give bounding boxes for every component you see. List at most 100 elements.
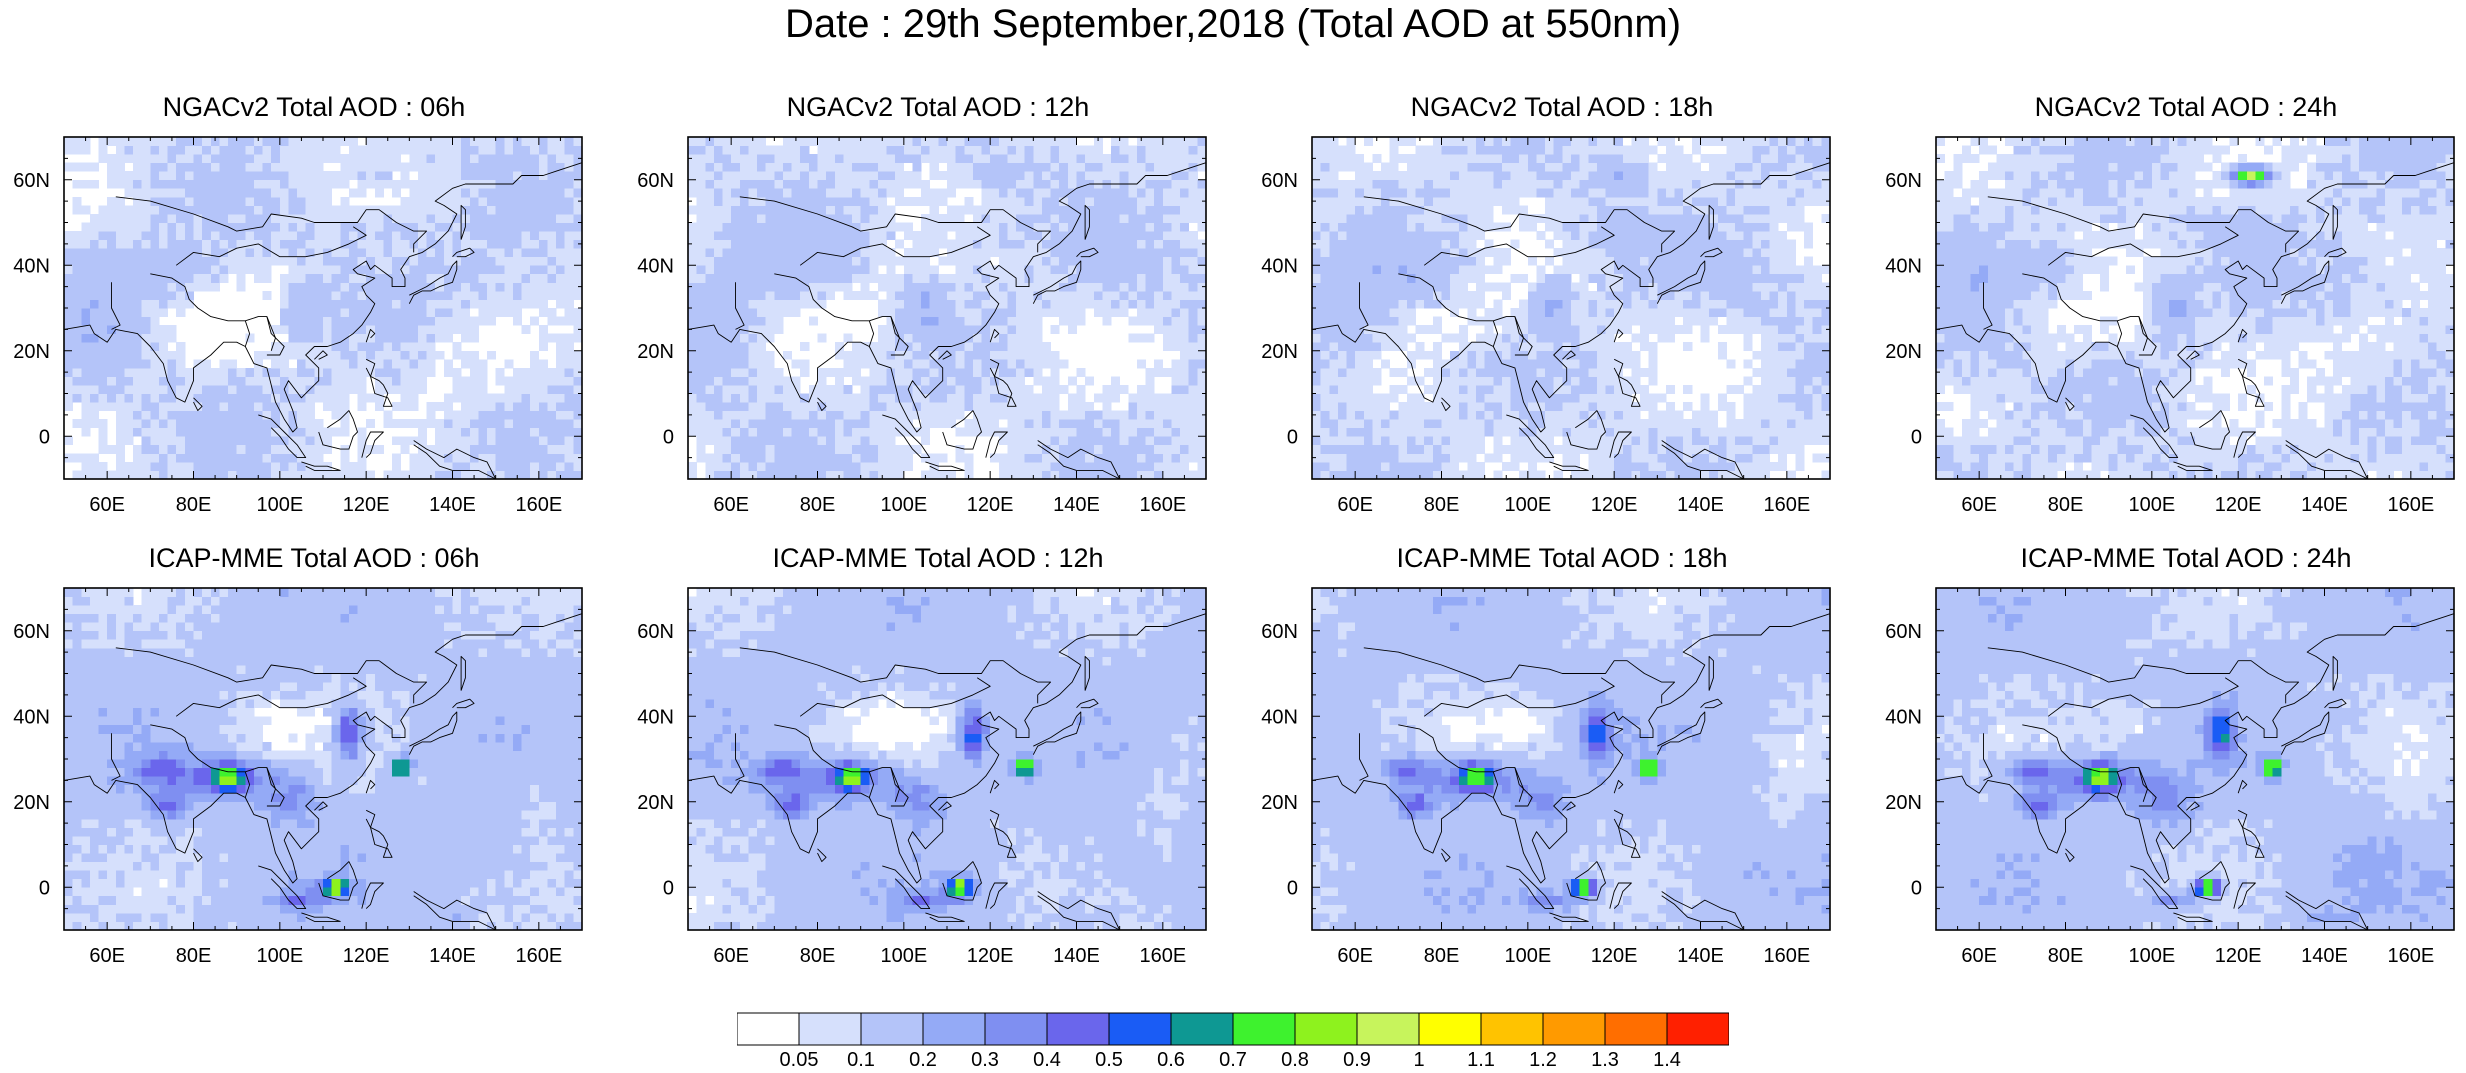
colorbar-swatch xyxy=(1543,1013,1605,1045)
colorbar-swatch xyxy=(1481,1013,1543,1045)
lat-tick-label: 60N xyxy=(637,170,674,192)
lon-tick-label: 160E xyxy=(515,494,562,516)
lon-tick-label: 120E xyxy=(343,494,390,516)
lon-tick-label: 120E xyxy=(2215,945,2262,967)
colorbar-label: 0.1 xyxy=(847,1049,875,1068)
lat-tick-label: 40N xyxy=(13,706,50,728)
lon-tick-label: 160E xyxy=(1139,494,1186,516)
lat-tick-label: 40N xyxy=(637,255,674,277)
colorbar-swatch xyxy=(1047,1013,1109,1045)
lat-tick-label: 60N xyxy=(1261,621,1298,643)
lat-tick-label: 20N xyxy=(1885,341,1922,363)
lon-tick-label: 60E xyxy=(713,494,749,516)
lat-tick-label: 60N xyxy=(13,621,50,643)
lon-tick-label: 80E xyxy=(2048,494,2084,516)
lon-tick-label: 140E xyxy=(1053,945,1100,967)
lon-tick-label: 100E xyxy=(2128,494,2175,516)
lon-tick-label: 80E xyxy=(2048,945,2084,967)
lon-tick-label: 140E xyxy=(2301,494,2348,516)
lon-tick-label: 120E xyxy=(967,945,1014,967)
lat-tick-label: 60N xyxy=(637,621,674,643)
figure-title: Date : 29th September,2018 (Total AOD at… xyxy=(0,2,2466,46)
aod-field xyxy=(688,137,1206,479)
lon-tick-label: 120E xyxy=(1591,945,1638,967)
colorbar-label: 0.8 xyxy=(1281,1049,1309,1068)
lon-tick-label: 140E xyxy=(429,494,476,516)
lat-tick-label: 0 xyxy=(39,426,50,448)
lon-tick-label: 60E xyxy=(713,945,749,967)
lon-tick-label: 60E xyxy=(1337,494,1373,516)
lat-tick-label: 0 xyxy=(1287,877,1298,899)
lon-tick-label: 60E xyxy=(89,494,125,516)
lat-tick-label: 60N xyxy=(1885,621,1922,643)
lon-tick-label: 100E xyxy=(880,494,927,516)
lon-tick-label: 160E xyxy=(1139,945,1186,967)
lon-tick-label: 80E xyxy=(176,494,212,516)
lat-tick-label: 60N xyxy=(13,170,50,192)
lat-tick-label: 20N xyxy=(637,341,674,363)
colorbar-swatch xyxy=(799,1013,861,1045)
lat-tick-label: 40N xyxy=(1885,255,1922,277)
lon-tick-label: 80E xyxy=(176,945,212,967)
colorbar-label: 1.2 xyxy=(1529,1049,1557,1068)
colorbar-swatch xyxy=(1109,1013,1171,1045)
lat-tick-label: 0 xyxy=(663,426,674,448)
lat-tick-label: 20N xyxy=(637,792,674,814)
lat-tick-label: 20N xyxy=(1261,792,1298,814)
lon-tick-label: 140E xyxy=(1677,494,1724,516)
lat-tick-label: 40N xyxy=(1261,706,1298,728)
colorbar-swatch xyxy=(737,1013,799,1045)
colorbar-swatch xyxy=(985,1013,1047,1045)
colorbar-label: 0.05 xyxy=(780,1049,819,1068)
lon-tick-label: 140E xyxy=(1677,945,1724,967)
lon-tick-label: 120E xyxy=(343,945,390,967)
lon-tick-label: 100E xyxy=(1504,494,1551,516)
lat-tick-label: 0 xyxy=(1911,426,1922,448)
aod-field xyxy=(1312,137,1830,479)
lon-tick-label: 160E xyxy=(1763,494,1810,516)
aod-field xyxy=(1936,588,2454,930)
colorbar-label: 1 xyxy=(1413,1049,1424,1068)
aod-field xyxy=(688,588,1206,930)
lon-tick-label: 100E xyxy=(880,945,927,967)
lon-tick-label: 80E xyxy=(800,494,836,516)
colorbar-label: 0.3 xyxy=(971,1049,999,1068)
lon-tick-label: 80E xyxy=(1424,945,1460,967)
lon-tick-label: 100E xyxy=(256,945,303,967)
lat-tick-label: 40N xyxy=(637,706,674,728)
lon-tick-label: 140E xyxy=(1053,494,1100,516)
aod-field xyxy=(1312,588,1830,930)
lon-tick-label: 160E xyxy=(2387,494,2434,516)
colorbar-swatch xyxy=(923,1013,985,1045)
lat-tick-label: 40N xyxy=(13,255,50,277)
colorbar-label: 0.6 xyxy=(1157,1049,1185,1068)
lat-tick-label: 40N xyxy=(1885,706,1922,728)
colorbar-label: 1.4 xyxy=(1653,1049,1681,1068)
colorbar-swatch xyxy=(1171,1013,1233,1045)
lon-tick-label: 100E xyxy=(256,494,303,516)
lon-tick-label: 80E xyxy=(1424,494,1460,516)
colorbar-label: 0.9 xyxy=(1343,1049,1371,1068)
lon-tick-label: 140E xyxy=(429,945,476,967)
lon-tick-label: 100E xyxy=(1504,945,1551,967)
colorbar-label: 0.4 xyxy=(1033,1049,1061,1068)
aod-field xyxy=(1936,137,2454,479)
colorbar-swatch xyxy=(1233,1013,1295,1045)
lat-tick-label: 0 xyxy=(663,877,674,899)
colorbar-swatch xyxy=(1295,1013,1357,1045)
aod-field xyxy=(64,588,582,930)
